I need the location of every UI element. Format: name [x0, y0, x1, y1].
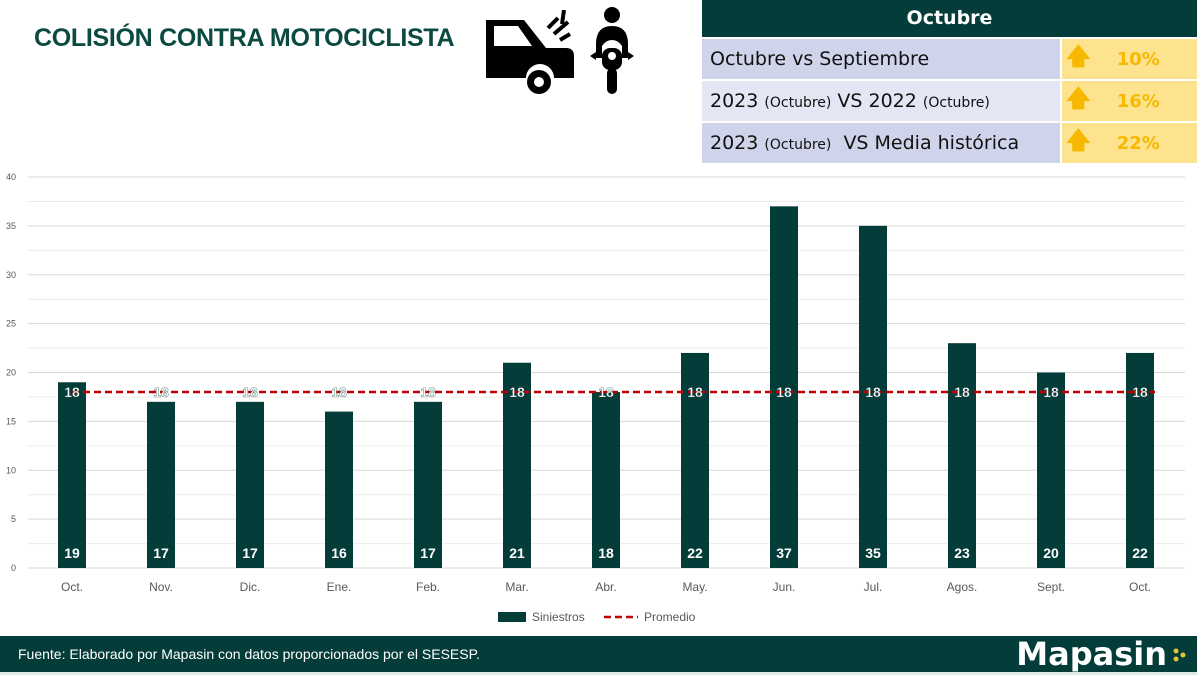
y-tick-label: 25 — [6, 319, 16, 329]
label-text: VS Media histórica — [831, 132, 1020, 154]
comparison-panel: Octubre Octubre vs Septiembre 🡅 10% 2023 … — [702, 0, 1197, 165]
legend-bar-swatch — [498, 612, 526, 622]
bar-value-label: 37 — [776, 545, 792, 561]
car-crash-icon — [486, 10, 574, 94]
bar — [147, 401, 175, 568]
comparison-row: 2023 (Octubre) VS 2022 (Octubre) 🡅 16% — [702, 81, 1197, 123]
y-tick-label: 35 — [6, 221, 16, 231]
footer-strip — [0, 672, 1197, 675]
bar-value-label: 35 — [865, 545, 881, 561]
bar-chart: 0 5 10 15 20 25 30 35 40 19 Oct. 17 Nov. 17 Dic. 16 Ene.… — [6, 172, 1185, 624]
bar-value-label: 21 — [509, 545, 525, 561]
x-tick-label: Jun. — [773, 580, 796, 594]
bar-value-label: 17 — [242, 545, 258, 561]
label-text: 2023 — [710, 90, 765, 112]
bar — [1037, 372, 1065, 568]
label-text: (Octubre) — [764, 137, 832, 153]
x-tick-label: Agos. — [947, 580, 978, 594]
label-text: Octubre vs Septiembre — [710, 48, 930, 70]
bar-value-label: 17 — [153, 545, 169, 561]
average-value-label: 18 — [687, 384, 703, 400]
bar-value-label: 16 — [331, 545, 347, 561]
bar — [58, 382, 86, 568]
label-text: (Octubre) — [922, 95, 990, 111]
bar — [414, 401, 442, 568]
average-value-label: 18 — [153, 384, 169, 400]
average-value-label: 18 — [509, 384, 525, 400]
arrow-up-icon: 🡅 — [1066, 125, 1091, 154]
bar-value-label: 23 — [954, 545, 970, 561]
bar — [948, 343, 976, 568]
x-tick-label: Nov. — [149, 580, 173, 594]
comparison-value: 🡅 22% — [1062, 123, 1197, 163]
motorcyclist-icon — [590, 7, 634, 94]
average-value-label: 18 — [954, 384, 970, 400]
comparison-value: 🡅 16% — [1062, 81, 1197, 121]
average-value-label: 18 — [1132, 384, 1148, 400]
x-tick-label: Ene. — [327, 580, 352, 594]
x-tick-label: Jul. — [864, 580, 883, 594]
percent-value: 16% — [1116, 90, 1160, 112]
x-tick-label: Mar. — [505, 580, 528, 594]
bar — [1126, 352, 1154, 568]
average-value-label: 18 — [1043, 384, 1059, 400]
source-text: Fuente: Elaborado por Mapasin con datos … — [18, 646, 481, 662]
y-tick-label: 40 — [6, 172, 16, 182]
y-tick-label: 0 — [11, 563, 16, 573]
bar-value-label: 18 — [598, 545, 614, 561]
footer: Fuente: Elaborado por Mapasin con datos … — [0, 636, 1197, 672]
x-tick-label: Sept. — [1037, 580, 1065, 594]
bar-value-label: 20 — [1043, 545, 1059, 561]
arrow-up-icon: 🡅 — [1066, 41, 1091, 70]
average-value-label: 18 — [865, 384, 881, 400]
comparison-row: 2023 (Octubre) VS Media histórica 🡅 22% — [702, 123, 1197, 165]
comparison-label: Octubre vs Septiembre — [702, 39, 1062, 79]
label-text: VS 2022 — [831, 90, 923, 112]
y-tick-label: 15 — [6, 416, 16, 426]
legend-label: Promedio — [644, 610, 696, 624]
percent-value: 10% — [1116, 48, 1160, 70]
average-value-label: 18 — [776, 384, 792, 400]
y-tick-label: 30 — [6, 270, 16, 280]
bar — [681, 352, 709, 568]
bar — [770, 206, 798, 568]
average-value-label: 18 — [64, 384, 80, 400]
bar — [503, 362, 531, 568]
x-tick-label: Abr. — [595, 580, 616, 594]
comparison-value: 🡅 10% — [1062, 39, 1197, 79]
x-tick-label: Oct. — [61, 580, 83, 594]
label-text: 2023 — [710, 132, 765, 154]
logo-dots-icon — [1173, 648, 1186, 662]
comparison-row: Octubre vs Septiembre 🡅 10% — [702, 39, 1197, 81]
arrow-up-icon: 🡅 — [1066, 83, 1091, 112]
label-text: (Octubre) — [764, 95, 832, 111]
average-value-label: 18 — [242, 384, 258, 400]
mapasin-logo: Mapasin — [1016, 635, 1167, 673]
legend-label: Siniestros — [532, 610, 585, 624]
bar-value-label: 22 — [687, 545, 703, 561]
bar-value-label: 22 — [1132, 545, 1148, 561]
x-tick-label: Feb. — [416, 580, 440, 594]
bar-value-label: 19 — [64, 545, 80, 561]
bar — [236, 401, 264, 568]
y-tick-label: 10 — [6, 465, 16, 475]
comparison-label: 2023 (Octubre) VS Media histórica — [702, 123, 1062, 163]
comparison-label: 2023 (Octubre) VS 2022 (Octubre) — [702, 81, 1062, 121]
page-title: COLISIÓN CONTRA MOTOCICLISTA — [34, 24, 455, 52]
y-tick-label: 5 — [11, 514, 16, 524]
bar — [859, 225, 887, 568]
x-tick-label: May. — [682, 580, 707, 594]
bar-value-label: 17 — [420, 545, 436, 561]
y-tick-label: 20 — [6, 368, 16, 378]
average-value-label: 18 — [598, 384, 614, 400]
average-value-label: 18 — [420, 384, 436, 400]
x-tick-label: Dic. — [240, 580, 261, 594]
average-value-label: 18 — [331, 384, 347, 400]
percent-value: 22% — [1116, 132, 1160, 154]
bar — [325, 411, 353, 568]
panel-title: Octubre — [702, 0, 1197, 39]
bar — [592, 392, 620, 568]
x-tick-label: Oct. — [1129, 580, 1151, 594]
